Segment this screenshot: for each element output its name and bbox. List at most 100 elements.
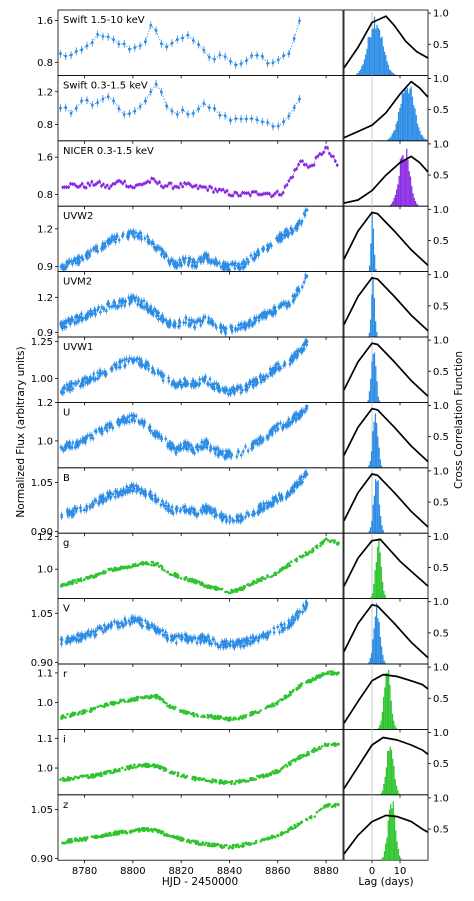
data-point (157, 318, 160, 321)
data-point (276, 422, 280, 426)
data-point (194, 445, 198, 449)
data-point (231, 194, 235, 198)
lag-histogram-bar (365, 54, 367, 76)
data-point (163, 569, 166, 572)
data-point (236, 385, 240, 388)
data-point (267, 434, 271, 437)
data-point (302, 347, 306, 351)
data-point (252, 258, 256, 261)
lag-histogram-bar (375, 268, 377, 272)
data-point (107, 242, 110, 246)
data-point (274, 363, 277, 367)
ccf-frame (343, 467, 429, 534)
data-point (94, 183, 98, 186)
data-point (60, 390, 63, 393)
data-point (179, 380, 182, 384)
data-point (159, 503, 163, 507)
data-point (248, 584, 252, 587)
data-point (117, 42, 121, 46)
data-point (244, 59, 248, 63)
data-point (239, 453, 243, 457)
data-point (215, 382, 218, 386)
lag-histogram-bar (375, 366, 377, 403)
data-point (270, 244, 273, 247)
data-point (123, 358, 126, 362)
data-point (171, 512, 175, 515)
data-point (68, 582, 72, 585)
data-point (224, 387, 228, 390)
lag-histogram-bar (378, 447, 380, 468)
data-point (271, 61, 275, 65)
ccf-y-tick-label: 1.0 (433, 270, 449, 281)
lag-histogram-bar (413, 197, 415, 207)
data-point (316, 546, 319, 550)
data-point (84, 441, 87, 445)
data-point (196, 580, 200, 583)
data-point (195, 382, 199, 386)
ccf-y-tick-label: 1.0 (433, 466, 449, 477)
data-point (147, 239, 150, 243)
data-point (274, 495, 277, 499)
data-point (139, 491, 142, 495)
data-point (213, 57, 216, 61)
data-point (109, 240, 112, 243)
data-point (213, 587, 216, 591)
data-point (243, 321, 247, 325)
data-point (289, 491, 292, 495)
data-point (65, 262, 69, 266)
data-point (223, 456, 227, 459)
data-point (258, 375, 262, 379)
data-point (231, 390, 235, 393)
data-point (149, 90, 153, 94)
data-point (94, 248, 98, 252)
data-point (59, 106, 62, 110)
data-point (268, 192, 271, 196)
y-tick-label: 1.25 (31, 337, 53, 348)
data-point (153, 494, 157, 497)
data-point (300, 347, 303, 351)
data-point (124, 419, 128, 422)
lag-histogram-bar (384, 595, 386, 599)
lag-histogram-bar (417, 204, 419, 207)
data-point (204, 185, 208, 189)
data-point (235, 455, 239, 458)
data-point (131, 418, 134, 422)
data-point (241, 450, 245, 453)
data-point (229, 262, 233, 266)
data-point (77, 319, 81, 322)
data-point (110, 235, 114, 239)
data-point (89, 249, 93, 252)
data-point (197, 43, 200, 46)
data-point (181, 506, 185, 509)
data-point (143, 237, 147, 240)
data-point (149, 310, 152, 313)
data-point (161, 379, 165, 382)
data-point (251, 513, 254, 516)
data-point (99, 310, 102, 314)
data-point (100, 184, 103, 188)
lag-histogram-bar (378, 538, 380, 599)
data-point (143, 364, 146, 368)
data-point (109, 367, 113, 371)
data-point (262, 246, 266, 250)
data-point (106, 491, 109, 495)
data-point (279, 421, 282, 425)
data-point (127, 488, 130, 492)
data-point (162, 319, 166, 322)
data-point (114, 305, 118, 309)
ccf-frame (343, 336, 429, 403)
data-point (240, 514, 243, 518)
lag-histogram-bar (372, 354, 374, 403)
lag-histogram-bar (401, 92, 404, 141)
data-point (100, 305, 104, 309)
data-point (153, 372, 157, 375)
data-point (296, 350, 299, 354)
data-point (175, 575, 178, 578)
light-curve-data (61, 145, 339, 199)
data-point (199, 446, 203, 450)
data-point (259, 503, 263, 506)
lag-histogram-bar (363, 59, 366, 76)
lag-histogram-bar (408, 93, 410, 141)
data-point (266, 61, 270, 65)
